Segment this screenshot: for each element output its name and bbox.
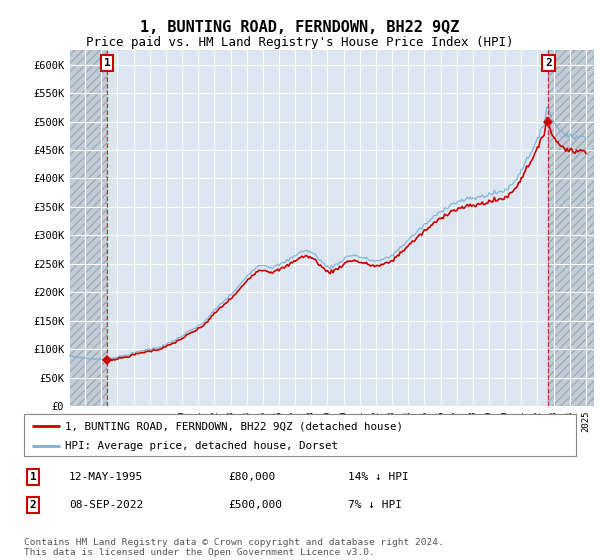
Text: £80,000: £80,000 xyxy=(228,472,275,482)
Text: 12-MAY-1995: 12-MAY-1995 xyxy=(69,472,143,482)
Text: 2: 2 xyxy=(545,58,552,68)
Text: 08-SEP-2022: 08-SEP-2022 xyxy=(69,500,143,510)
Text: 2: 2 xyxy=(29,500,37,510)
Bar xyxy=(69,50,107,406)
Text: 7% ↓ HPI: 7% ↓ HPI xyxy=(348,500,402,510)
Text: 1: 1 xyxy=(104,58,110,68)
Text: 1: 1 xyxy=(29,472,37,482)
Text: Contains HM Land Registry data © Crown copyright and database right 2024.
This d: Contains HM Land Registry data © Crown c… xyxy=(24,538,444,557)
Text: 14% ↓ HPI: 14% ↓ HPI xyxy=(348,472,409,482)
Text: 1, BUNTING ROAD, FERNDOWN, BH22 9QZ: 1, BUNTING ROAD, FERNDOWN, BH22 9QZ xyxy=(140,20,460,35)
Text: Price paid vs. HM Land Registry's House Price Index (HPI): Price paid vs. HM Land Registry's House … xyxy=(86,36,514,49)
Text: HPI: Average price, detached house, Dorset: HPI: Average price, detached house, Dors… xyxy=(65,441,338,451)
Text: 1, BUNTING ROAD, FERNDOWN, BH22 9QZ (detached house): 1, BUNTING ROAD, FERNDOWN, BH22 9QZ (det… xyxy=(65,421,403,431)
Text: £500,000: £500,000 xyxy=(228,500,282,510)
Bar xyxy=(548,50,594,406)
